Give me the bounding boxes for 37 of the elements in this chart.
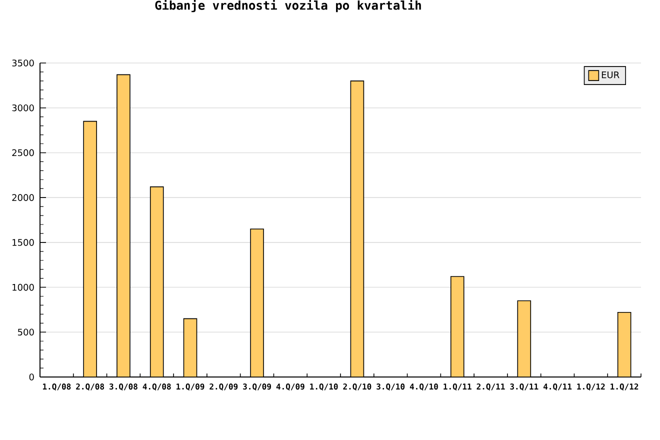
y-tick-label: 2000 (12, 194, 34, 201)
x-tick-label: 2.Q/11 (476, 384, 505, 391)
y-tick-label: 500 (18, 328, 34, 336)
x-tick-label: 1.Q/12 (610, 384, 638, 391)
bar (617, 312, 632, 377)
x-tick-label: 4.Q/10 (410, 384, 438, 391)
legend-label: EUR (602, 72, 620, 78)
y-tick-label: 3500 (12, 60, 34, 66)
x-tick-label: 2.Q/10 (343, 384, 372, 391)
bar (450, 276, 464, 377)
x-tick-label: 1.Q/08 (42, 384, 71, 391)
chart-title: Gibanje vrednosti vozila po kvartalih (155, 0, 421, 12)
y-tick-label: 2500 (12, 149, 34, 156)
x-tick-label: 3.Q/09 (243, 384, 271, 391)
x-tick-label: 4.Q/11 (543, 384, 572, 391)
x-tick-label: 3.Q/08 (110, 384, 138, 391)
x-tick-label: 3.Q/11 (510, 384, 538, 391)
x-tick-label: 1.Q/09 (176, 384, 204, 391)
bar (183, 318, 198, 377)
y-tick-label: 3000 (12, 104, 34, 112)
x-tick-label: 2.Q/08 (76, 384, 104, 391)
bar (83, 120, 97, 377)
x-tick-label: 1.Q/12 (577, 384, 605, 391)
y-tick-label: 1500 (12, 239, 34, 246)
x-tick-label: 2.Q/09 (210, 384, 238, 391)
bar (517, 300, 532, 377)
bar (250, 228, 264, 377)
bar (116, 74, 130, 377)
x-tick-label: 3.Q/10 (376, 384, 405, 391)
x-tick-label: 1.Q/10 (310, 384, 338, 391)
bar (150, 186, 164, 377)
x-tick-label: 1.Q/11 (444, 384, 472, 391)
x-tick-label: 4.Q/09 (276, 384, 304, 391)
bar (350, 80, 364, 377)
y-tick-label: 1000 (12, 284, 34, 291)
y-tick-label: 0 (29, 374, 34, 380)
x-tick-label: 4.Q/08 (142, 384, 171, 391)
